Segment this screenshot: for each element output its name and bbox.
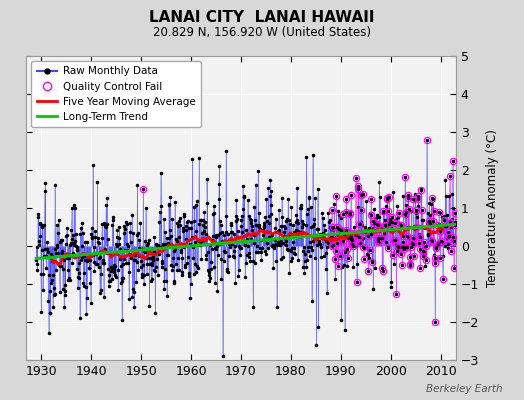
Legend: Raw Monthly Data, Quality Control Fail, Five Year Moving Average, Long-Term Tren: Raw Monthly Data, Quality Control Fail, … <box>31 61 201 127</box>
Y-axis label: Temperature Anomaly (°C): Temperature Anomaly (°C) <box>486 129 499 287</box>
Text: 20.829 N, 156.920 W (United States): 20.829 N, 156.920 W (United States) <box>153 26 371 39</box>
Text: Berkeley Earth: Berkeley Earth <box>427 384 503 394</box>
Text: LANAI CITY  LANAI HAWAII: LANAI CITY LANAI HAWAII <box>149 10 375 25</box>
